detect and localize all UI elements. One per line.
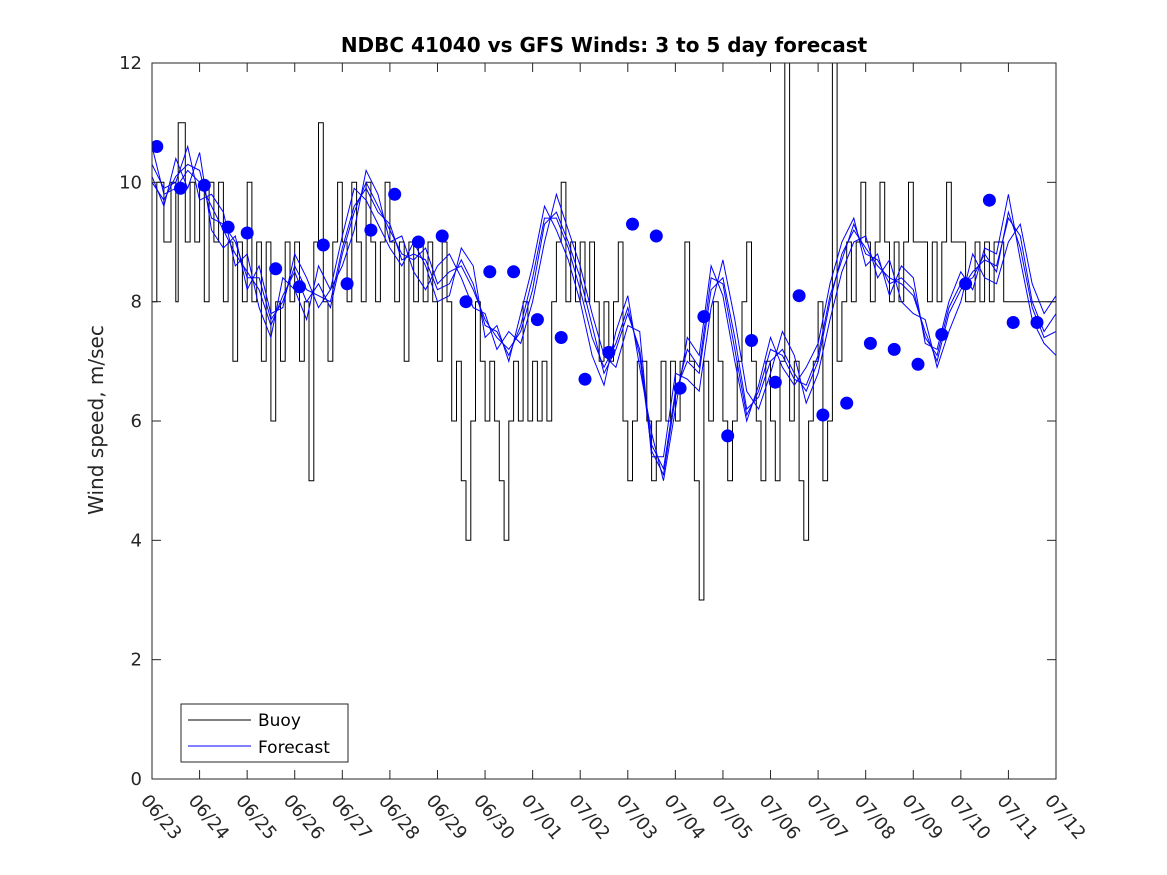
y-tick-label: 10 [119, 172, 142, 193]
y-tick-label: 6 [131, 411, 142, 432]
x-tick-label: 06/23 [136, 791, 185, 844]
forecast-marker [459, 295, 473, 309]
forecast-marker [649, 229, 663, 243]
forecast-marker [388, 187, 402, 201]
y-tick-label: 2 [131, 650, 142, 671]
x-tick-label: 07/07 [802, 791, 851, 844]
forecast-marker [152, 140, 164, 153]
forecast-marker [1030, 316, 1044, 329]
x-tick-label: 07/10 [945, 791, 994, 844]
forecast-marker [269, 262, 283, 276]
x-tick-label: 06/25 [231, 791, 280, 844]
forecast-marker [340, 277, 354, 291]
forecast-marker [982, 193, 996, 207]
forecast-line-2 [152, 152, 1056, 481]
forecast-marker [911, 357, 925, 371]
x-tick-label: 06/26 [279, 791, 328, 844]
forecast-marker [174, 181, 187, 195]
legend: Buoy Forecast [180, 703, 349, 763]
forecast-markers [152, 140, 1044, 443]
x-tick-label: 07/02 [564, 791, 613, 844]
forecast-marker [768, 375, 782, 389]
forecast-marker [435, 229, 449, 243]
forecast-marker [364, 223, 378, 237]
forecast-marker [602, 345, 616, 359]
y-axis: 0 2 4 6 8 10 12 [119, 53, 1056, 790]
forecast-marker [863, 336, 877, 350]
forecast-marker [721, 429, 735, 443]
legend-box [180, 703, 349, 763]
forecast-marker [959, 277, 973, 291]
y-axis-label: Wind speed, m/sec [84, 325, 108, 515]
legend-buoy-label: Buoy [258, 711, 301, 731]
x-tick-label: 07/05 [707, 791, 756, 844]
forecast-marker [554, 331, 568, 344]
forecast-marker [697, 310, 711, 324]
forecast-marker [840, 396, 854, 410]
x-tick-label: 07/06 [755, 791, 804, 844]
x-tick-label: 07/04 [660, 791, 709, 844]
y-tick-label: 0 [131, 769, 142, 790]
x-tick-label: 07/11 [993, 791, 1042, 844]
forecast-marker [1006, 316, 1020, 329]
x-tick-label: 06/28 [374, 791, 423, 844]
x-tick-label: 07/01 [517, 791, 566, 844]
x-tick-label: 06/24 [184, 791, 233, 844]
x-tick-label: 06/29 [422, 791, 471, 844]
forecast-marker [240, 226, 254, 240]
forecast-marker [483, 265, 497, 279]
plot-area-border [151, 62, 1057, 780]
forecast-marker [673, 381, 687, 395]
x-tick-label: 07/12 [1040, 791, 1089, 844]
y-tick-label: 12 [119, 53, 142, 74]
x-tick-label: 07/09 [897, 791, 946, 844]
y-tick-label: 8 [131, 292, 142, 313]
buoy-line [152, 63, 1056, 601]
y-tick-label: 4 [131, 530, 142, 551]
forecast-marker [507, 265, 521, 279]
x-tick-label: 07/08 [850, 791, 899, 844]
forecast-marker [578, 372, 592, 386]
legend-forecast-label: Forecast [258, 738, 330, 758]
x-tick-label: 06/30 [469, 791, 518, 844]
forecast-marker [792, 289, 806, 303]
buoy-series [152, 63, 1056, 601]
forecast-marker [626, 217, 639, 231]
forecast-marker [745, 334, 758, 347]
x-tick-label: 07/03 [612, 791, 661, 844]
forecast-marker [887, 342, 901, 356]
forecast-marker [935, 328, 949, 341]
forecast-marker [316, 238, 330, 252]
forecast-marker [197, 178, 211, 192]
forecast-marker [816, 408, 830, 422]
forecast-marker [530, 313, 544, 327]
forecast-marker [411, 235, 425, 249]
forecast-marker [293, 280, 306, 294]
x-tick-label: 06/27 [326, 791, 375, 844]
forecast-marker [221, 220, 235, 234]
chart-title: NDBC 41040 vs GFS Winds: 3 to 5 day fore… [341, 33, 868, 57]
